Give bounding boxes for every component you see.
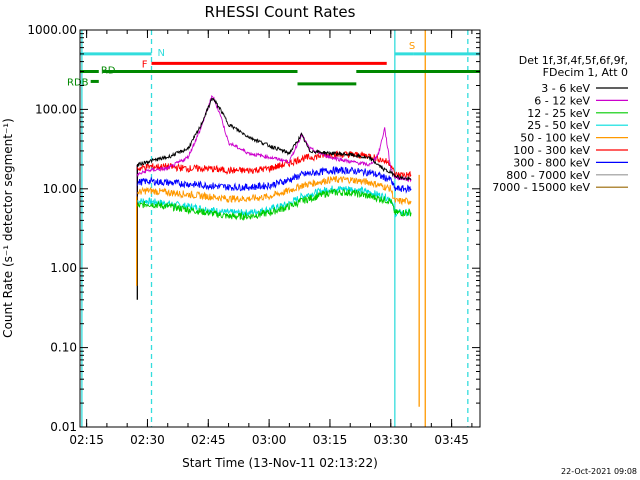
x-tick-label-4: 03:15	[313, 433, 348, 447]
x-axis-label: Start Time (13-Nov-11 02:13:22)	[182, 456, 378, 470]
y-axis-label: Count Rate (s⁻¹ detector segment⁻¹)	[1, 118, 15, 338]
x-tick-label-2: 02:45	[191, 433, 226, 447]
legend-label-1: 6 - 12 keV	[534, 94, 590, 107]
x-tick-label-3: 03:00	[252, 433, 287, 447]
legend: Det 1f,3f,4f,5f,6f,9f,FDecim 1, Att 0 3 -…	[492, 54, 628, 194]
y-tick-label-3: 10.00	[43, 182, 77, 196]
legend-header-0: Det 1f,3f,4f,5f,6f,9f,	[519, 54, 628, 67]
bar-label-f: F	[142, 59, 148, 70]
series-line-2	[136, 188, 412, 222]
legend-label-2: 12 - 25 keV	[527, 107, 590, 120]
x-tick-label-5: 03:30	[373, 433, 408, 447]
x-tick-label-0: 02:15	[69, 433, 104, 447]
y-tick-label-1: 0.10	[50, 341, 77, 355]
series-line-0	[136, 97, 412, 182]
y-tick-label-2: 1.00	[50, 261, 77, 275]
y-tick-label-4: 100.00	[35, 102, 77, 116]
y-tick-label-0: 0.01	[50, 420, 77, 434]
axes: 02:15 02:30 02:45 03:00 03:15 03:30 03:45 0.01 0…	[27, 23, 480, 447]
legend-label-7: 800 - 7000 keV	[506, 169, 590, 182]
legend-label-0: 3 - 6 keV	[541, 82, 590, 95]
bar-label-s: S	[409, 41, 415, 52]
series-line-1	[136, 94, 412, 183]
series-line-3	[137, 185, 412, 218]
bar-label-rdb: RDB	[67, 77, 89, 88]
legend-label-5: 100 - 300 keV	[513, 144, 590, 157]
legend-label-4: 50 - 100 keV	[520, 132, 590, 145]
legend-label-3: 25 - 50 keV	[527, 119, 590, 132]
series-line-5	[136, 150, 412, 179]
legend-label-8: 7000 - 15000 keV	[492, 181, 590, 194]
series-line-6	[136, 165, 412, 194]
x-tick-label-6: 03:45	[434, 433, 469, 447]
series-line-4	[136, 175, 412, 206]
legend-label-6: 300 - 800 keV	[513, 156, 590, 169]
y-tick-label-5: 1000.00	[27, 23, 77, 37]
chart-title: RHESSI Count Rates	[205, 3, 356, 21]
bar-label-rd: RD	[101, 66, 116, 77]
x-tick-label-1: 02:30	[130, 433, 165, 447]
bar-label-n: N	[158, 48, 165, 59]
plot-content: NF S RD RDB	[67, 30, 480, 427]
footer-date: 22-Oct-2021 09:08	[561, 467, 637, 476]
plot-frame	[79, 29, 481, 428]
legend-header-1: FDecim 1, Att 0	[543, 66, 628, 79]
